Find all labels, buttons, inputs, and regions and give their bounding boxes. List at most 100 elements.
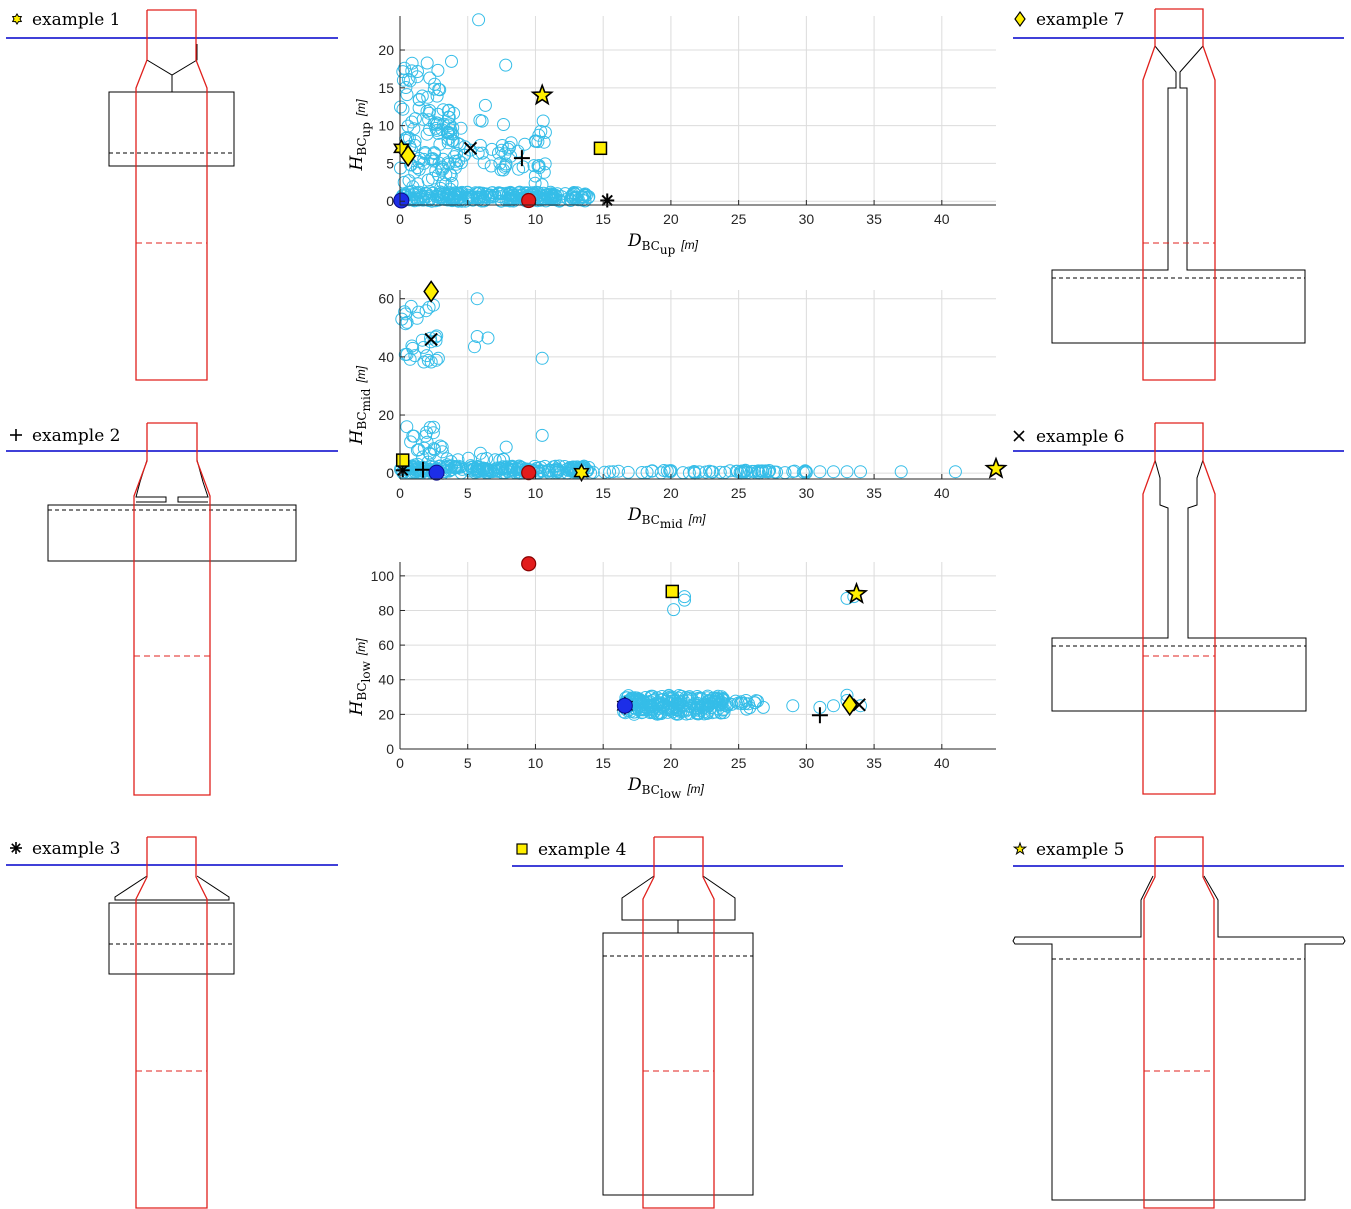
cloud-point: [442, 110, 455, 124]
cloud-point: [641, 703, 655, 717]
example-4-point: [665, 584, 680, 599]
red-dot-point: [521, 465, 537, 481]
cloud-point: [412, 101, 426, 115]
cloud-point: [480, 452, 494, 465]
example-7-pile: [1142, 8, 1216, 381]
cloud-point: [551, 463, 565, 477]
cloud-point: [507, 194, 520, 208]
cloud-point: [405, 64, 419, 78]
example-4-marker-icon: [516, 843, 528, 855]
cloud-point: [488, 453, 502, 467]
red-dot-point: [521, 556, 537, 572]
x-tick-label: 30: [799, 755, 815, 771]
cloud-point: [486, 190, 500, 204]
design-cloud: [394, 13, 596, 208]
cloud-point: [477, 156, 491, 170]
x-tick-label: 0: [396, 211, 404, 227]
cloud-point: [440, 458, 454, 472]
cloud-point: [423, 123, 436, 136]
cloud-point: [650, 696, 664, 710]
y-tick-label: 0: [386, 465, 394, 481]
cloud-point: [430, 123, 444, 137]
x-tick-label: 10: [528, 755, 544, 771]
example-5-point: [984, 456, 1008, 479]
cloud-point: [401, 72, 415, 86]
example-7-point: [423, 280, 440, 303]
cloud-point: [434, 181, 448, 195]
cloud-point: [400, 88, 414, 102]
cloud-point: [692, 707, 706, 721]
cloud-point: [427, 420, 441, 434]
cloud-point: [645, 464, 659, 478]
example-6-point: [424, 332, 438, 347]
cloud-point: [598, 465, 612, 479]
cloud-point: [424, 331, 437, 345]
cloud-point: [475, 114, 489, 128]
cloud-point: [436, 103, 450, 117]
example-4-pile: [642, 836, 715, 1209]
cloud-point: [606, 465, 620, 479]
example-1-structure: [108, 44, 235, 167]
cloud-point: [695, 700, 709, 714]
cloud-point: [475, 452, 489, 466]
cloud-point: [420, 435, 434, 449]
cloud-point: [422, 113, 436, 127]
cloud-point: [430, 329, 444, 343]
y-tick-label: 80: [378, 602, 394, 618]
cloud-point: [643, 706, 657, 720]
cloud-point: [452, 154, 466, 168]
cloud-point: [463, 143, 477, 157]
cloud-point: [506, 188, 520, 202]
cloud-point: [516, 160, 530, 174]
example-5-marker-icon: [1012, 841, 1028, 856]
cloud-point: [423, 421, 437, 434]
cloud-point: [527, 159, 541, 173]
cloud-point: [661, 697, 675, 711]
example-6-label: example 6: [1036, 427, 1125, 447]
cloud-point: [731, 696, 745, 710]
cloud-point: [621, 465, 635, 479]
cloud-point: [436, 176, 450, 190]
x-tick-label: 20: [663, 485, 679, 501]
cloud-point: [468, 340, 481, 354]
cloud-point: [435, 440, 449, 454]
cloud-point: [545, 187, 559, 201]
cloud-point: [603, 465, 617, 479]
cloud-point: [713, 465, 727, 479]
cloud-point: [470, 292, 484, 306]
example-3-pile: [135, 836, 208, 1209]
cloud-point: [441, 186, 455, 200]
cloud-point: [478, 98, 492, 112]
example-5-label: example 5: [1036, 840, 1125, 860]
cloud-point: [496, 163, 510, 177]
cloud-point: [737, 465, 751, 479]
cloud-point: [499, 58, 513, 72]
example-4-structure: [602, 875, 754, 1196]
cloud-point: [759, 465, 773, 479]
cloud-point: [400, 420, 414, 434]
cloud-point: [445, 54, 458, 68]
x-tick-label: 35: [866, 755, 882, 771]
x-axis-label: DBClow [m]: [627, 775, 705, 801]
cloud-point: [484, 159, 498, 173]
blue-dot-point: [428, 464, 445, 481]
cloud-point: [407, 429, 421, 443]
cloud-point: [451, 453, 465, 467]
cloud-point: [450, 136, 464, 150]
cloud-point: [535, 351, 549, 365]
cloud-point: [427, 82, 441, 96]
cloud-point: [496, 460, 510, 474]
cloud-point: [495, 143, 509, 157]
cloud-point: [490, 461, 504, 475]
cloud-point: [738, 697, 752, 710]
cloud-point: [406, 180, 420, 194]
cloud-point: [706, 465, 720, 479]
x-tick-label: 20: [663, 211, 679, 227]
cloud-point: [420, 56, 434, 70]
cloud-point: [528, 169, 542, 183]
cloud-point: [697, 707, 711, 721]
cloud-point: [500, 460, 514, 474]
cloud-point: [501, 142, 515, 156]
cloud-point: [423, 71, 437, 85]
